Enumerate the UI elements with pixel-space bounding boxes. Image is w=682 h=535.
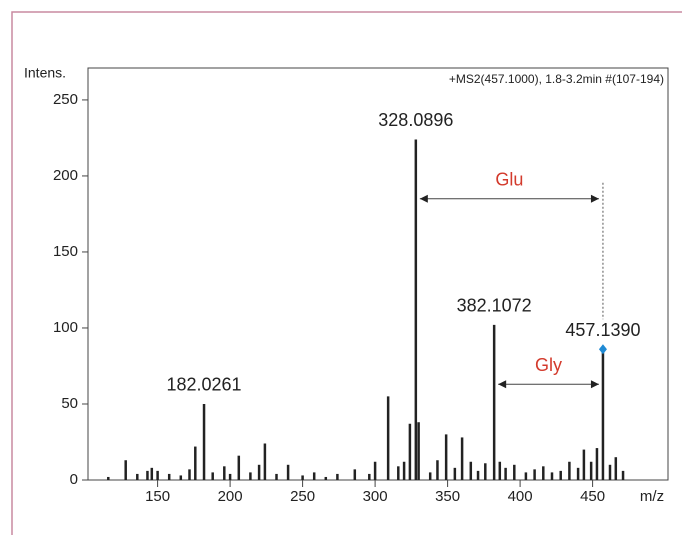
x-tick-label: 300 <box>363 488 388 505</box>
y-tick-label: 150 <box>53 243 78 260</box>
x-tick-label: 250 <box>290 488 315 505</box>
peak-label: 457.1390 <box>565 320 640 340</box>
bracket-label: Glu <box>495 169 523 189</box>
y-tick-label: 100 <box>53 319 78 336</box>
peak-label: 182.0261 <box>166 375 241 395</box>
y-axis-label: Intens. <box>24 65 66 81</box>
y-tick-label: 50 <box>61 395 78 412</box>
y-tick-label: 0 <box>70 471 78 488</box>
x-tick-label: 150 <box>145 488 170 505</box>
peak-label: 328.0896 <box>378 110 453 130</box>
x-tick-label: 350 <box>435 488 460 505</box>
y-tick-label: 250 <box>53 91 78 108</box>
x-tick-label: 200 <box>218 488 243 505</box>
peak-label: 382.1072 <box>457 296 532 316</box>
y-tick-label: 200 <box>53 167 78 184</box>
bracket-label: Gly <box>535 355 562 375</box>
x-tick-label: 450 <box>580 488 605 505</box>
precursor-marker <box>598 344 607 355</box>
plot-frame <box>87 67 669 481</box>
x-axis-label: m/z <box>640 488 664 505</box>
corner-note: +MS2(457.1000), 1.8-3.2min #(107-194) <box>449 72 664 86</box>
frame <box>11 11 682 535</box>
x-tick-label: 400 <box>508 488 533 505</box>
